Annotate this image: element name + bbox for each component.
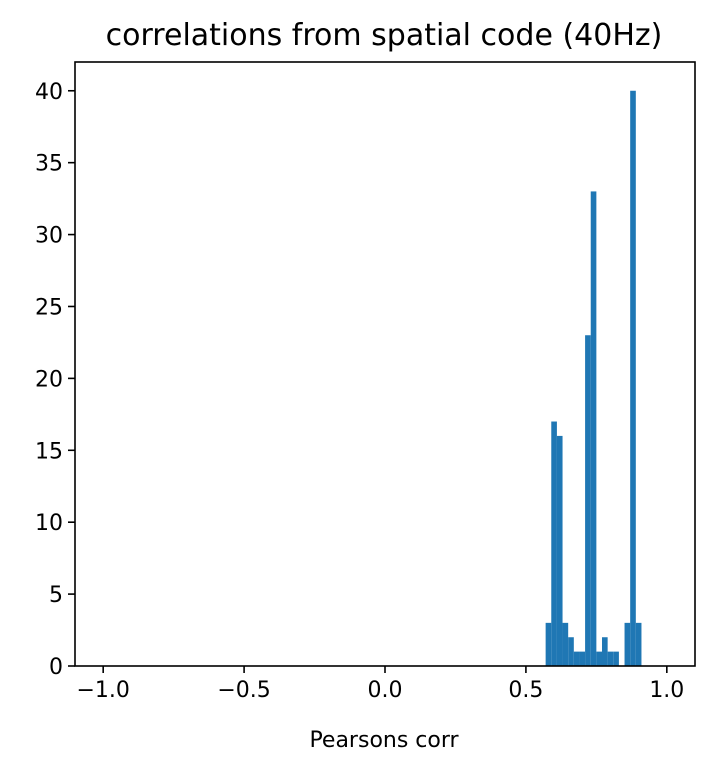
y-tick-label: 30 bbox=[35, 224, 63, 249]
x-axis: −1.0 −0.5 0.0 0.5 1.0 bbox=[76, 666, 684, 703]
histogram-bar bbox=[551, 421, 557, 666]
histogram-bar bbox=[545, 622, 552, 666]
y-tick-label: 25 bbox=[35, 295, 63, 320]
histogram-bar bbox=[602, 637, 608, 666]
histogram-bar bbox=[630, 90, 636, 666]
histogram-bar bbox=[562, 622, 569, 666]
bars-layer bbox=[545, 90, 642, 666]
y-tick-label: 5 bbox=[49, 583, 63, 608]
y-tick-label: 20 bbox=[35, 367, 63, 392]
histogram-bar bbox=[568, 637, 574, 666]
histogram-bar bbox=[624, 622, 631, 666]
x-tick-label: 0.0 bbox=[368, 678, 403, 703]
histogram-bar bbox=[607, 651, 614, 666]
y-tick-label: 40 bbox=[35, 80, 63, 105]
y-tick-label: 10 bbox=[35, 511, 63, 536]
y-tick-label: 15 bbox=[35, 439, 63, 464]
x-tick-label: −0.5 bbox=[217, 678, 270, 703]
y-axis: 0 5 10 15 20 25 30 35 40 bbox=[35, 80, 75, 680]
x-axis-label: Pearsons corr bbox=[309, 728, 459, 753]
histogram-bar bbox=[635, 622, 642, 666]
histogram-bar bbox=[596, 651, 602, 666]
histogram-bar bbox=[556, 435, 563, 666]
histogram-bar bbox=[579, 651, 586, 666]
histogram-bar bbox=[613, 651, 619, 666]
histogram-bar bbox=[585, 335, 591, 666]
histogram-bar bbox=[573, 651, 580, 666]
y-tick-label: 35 bbox=[35, 152, 63, 177]
y-tick-label: 0 bbox=[49, 655, 63, 680]
histogram-bar bbox=[590, 191, 597, 666]
x-tick-label: 1.0 bbox=[649, 678, 684, 703]
x-tick-label: 0.5 bbox=[508, 678, 543, 703]
x-tick-label: −1.0 bbox=[76, 678, 129, 703]
chart-title: correlations from spatial code (40Hz) bbox=[106, 18, 663, 53]
